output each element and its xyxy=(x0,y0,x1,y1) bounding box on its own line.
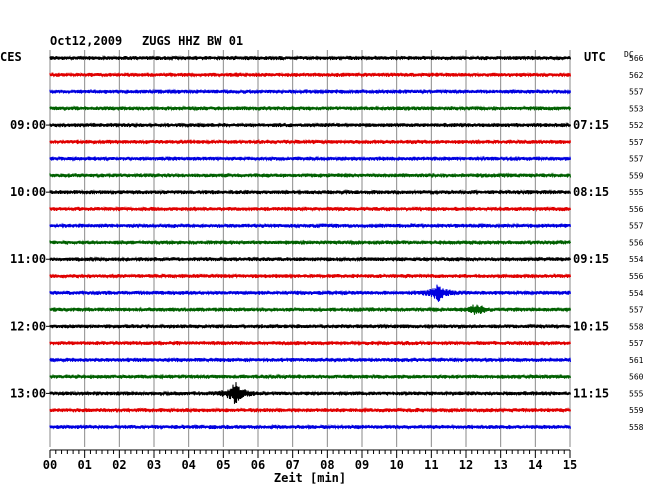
trace-row-20 xyxy=(49,382,572,404)
left-hour-label: 11:00 xyxy=(10,252,46,266)
trace-row-4 xyxy=(49,121,572,129)
x-tick-label: 02 xyxy=(112,458,126,472)
dc-offset-label: 553 xyxy=(629,104,644,113)
trace-row-17 xyxy=(49,340,572,347)
chart-grid xyxy=(49,50,571,447)
left-hour-label: 12:00 xyxy=(10,319,46,333)
dc-offset-label: 557 xyxy=(629,222,644,231)
right-hour-label: 10:15 xyxy=(573,319,609,333)
left-timezone-label: CES xyxy=(0,50,22,64)
trace-row-7 xyxy=(49,172,572,179)
trace-row-1 xyxy=(49,71,572,78)
x-tick-label: 12 xyxy=(459,458,473,472)
trace-row-0 xyxy=(49,54,572,62)
trace-row-16 xyxy=(49,323,572,330)
dc-offset-label: 561 xyxy=(629,356,644,365)
dc-offset-label: 558 xyxy=(629,423,644,432)
trace-row-11 xyxy=(49,239,572,246)
dc-offset-label: 557 xyxy=(629,155,644,164)
trace-row-22 xyxy=(49,423,572,431)
dc-offset-label: 555 xyxy=(629,389,644,398)
trace-row-12 xyxy=(49,256,572,263)
trace-row-6 xyxy=(49,155,572,162)
dc-offset-label: 555 xyxy=(629,188,644,197)
x-tick-label: 14 xyxy=(528,458,542,472)
trace-row-10 xyxy=(49,222,572,229)
header-date: Oct12,2009 xyxy=(50,34,122,48)
dc-offset-label: 554 xyxy=(629,289,644,298)
x-tick-label: 04 xyxy=(181,458,195,472)
x-tick-label: 01 xyxy=(77,458,91,472)
dc-offset-label: 557 xyxy=(629,306,644,315)
dc-offset-label: 556 xyxy=(629,272,644,281)
trace-row-13 xyxy=(49,272,572,280)
dc-offset-label: 558 xyxy=(629,322,644,331)
dc-offset-label: 566 xyxy=(629,54,644,63)
trace-row-19 xyxy=(49,373,572,380)
header-station: ZUGS HHZ BW 01 xyxy=(142,34,243,48)
label-layer: 09:00 10:00 11:00 12:00 13:00 07:15 08:15 09:15… xyxy=(10,54,644,472)
dc-offset-label: 552 xyxy=(629,121,644,130)
left-hour-label: 13:00 xyxy=(10,386,46,400)
dc-offset-label: 557 xyxy=(629,138,644,147)
trace-row-15 xyxy=(49,304,572,315)
trace-row-9 xyxy=(49,205,572,213)
left-hour-label: 10:00 xyxy=(10,185,46,199)
x-tick-label: 08 xyxy=(320,458,334,472)
dc-offset-label: 556 xyxy=(629,205,644,214)
dc-offset-label: 562 xyxy=(629,71,644,80)
right-hour-label: 11:15 xyxy=(573,386,609,400)
x-tick-label: 05 xyxy=(216,458,230,472)
dc-column-header: DC xyxy=(624,50,634,59)
trace-row-3 xyxy=(49,105,572,112)
trace-row-14 xyxy=(49,284,572,302)
trace-layer xyxy=(49,54,572,431)
dc-offset-label: 557 xyxy=(629,339,644,348)
x-tick-label: 09 xyxy=(355,458,369,472)
x-tick-label: 03 xyxy=(147,458,161,472)
right-hour-label: 09:15 xyxy=(573,252,609,266)
x-tick-label: 10 xyxy=(389,458,403,472)
dc-offset-label: 557 xyxy=(629,88,644,97)
trace-row-21 xyxy=(49,406,572,414)
right-hour-label: 08:15 xyxy=(573,185,609,199)
trace-row-5 xyxy=(49,138,572,146)
x-tick-label: 06 xyxy=(251,458,265,472)
x-axis-label: Zeit [min] xyxy=(274,471,346,485)
x-tick-label: 07 xyxy=(285,458,299,472)
x-tick-label: 11 xyxy=(424,458,438,472)
x-tick-label: 13 xyxy=(493,458,507,472)
left-hour-label: 09:00 xyxy=(10,118,46,132)
trace-row-18 xyxy=(49,356,572,364)
dc-offset-label: 556 xyxy=(629,238,644,247)
dc-offset-label: 554 xyxy=(629,255,644,264)
dc-offset-label: 560 xyxy=(629,373,644,382)
right-timezone-label: UTC xyxy=(584,50,606,64)
trace-row-2 xyxy=(49,88,572,95)
dc-offset-label: 559 xyxy=(629,406,644,415)
right-hour-label: 07:15 xyxy=(573,118,609,132)
dc-offset-label: 559 xyxy=(629,171,644,180)
x-tick-label: 15 xyxy=(563,458,577,472)
x-tick-label: 00 xyxy=(43,458,57,472)
trace-row-8 xyxy=(49,188,572,196)
